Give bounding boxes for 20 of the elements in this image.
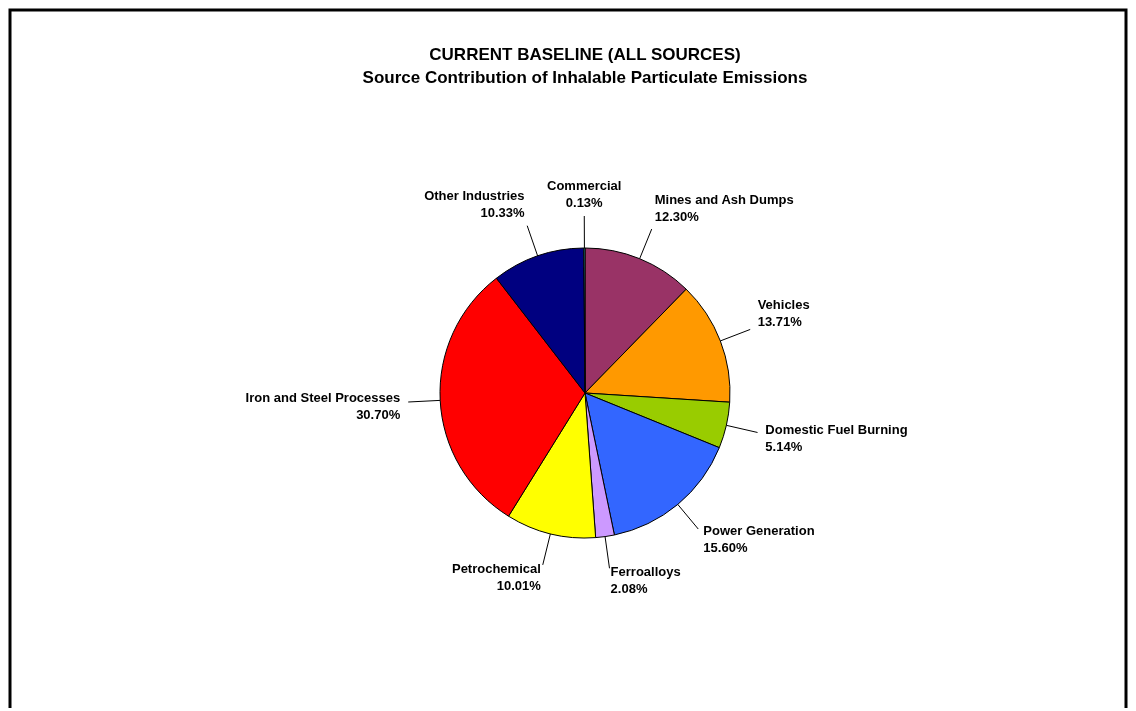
data-label: 30.70% [356,407,401,423]
chart-title: CURRENT BASELINE (ALL SOURCES) [429,45,741,64]
data-label: 12.30% [654,208,700,224]
slice-label: Domestic Fuel Burning [765,422,908,438]
slice-label: Petrochemical [451,560,541,576]
slice-label: Power Generation [703,523,815,539]
chart-subtitle: Source Contribution of Inhalable Particulate Emissions [362,68,808,87]
data-label: 10.33% [480,205,526,221]
slice-label: Ferroalloys [610,564,681,580]
slice-label: Other Industries [424,188,525,204]
data-label: 5.14% [765,439,803,455]
data-label: 13.71% [757,313,803,329]
slice-label: Commercial [547,178,622,193]
data-label: 2.08% [610,581,648,597]
slice-label: Iron and Steel Processes [245,390,401,406]
data-label: 15.60% [703,540,748,556]
slice-label: Vehicles [757,296,810,312]
slice-label: Mines and Ash Dumps [654,191,794,207]
data-label: 0.13% [565,195,604,210]
data-label: 10.01% [496,577,542,593]
